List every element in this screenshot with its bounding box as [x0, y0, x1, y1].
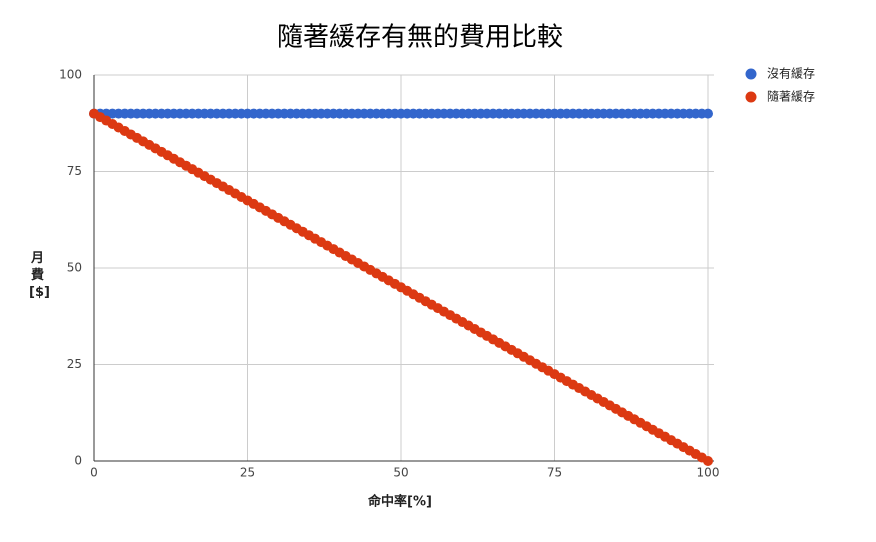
- legend-marker: [745, 68, 757, 80]
- y-tick-label: 75: [67, 164, 82, 178]
- point: [703, 456, 713, 466]
- chart-title: 隨著緩存有無的費用比較: [277, 23, 563, 53]
- x-tick-label: 0: [90, 466, 98, 480]
- x-tick-label: 25: [240, 466, 255, 480]
- legend-marker: [745, 91, 757, 103]
- x-tick-label: 75: [547, 466, 562, 480]
- y-tick-label: 0: [74, 454, 82, 468]
- y-axis-label: 月費[$]: [29, 251, 50, 300]
- point: [703, 108, 713, 119]
- legend-label: 隨著緩存: [767, 89, 815, 104]
- x-tick-label: 100: [697, 466, 720, 480]
- y-tick-label: 100: [59, 68, 82, 82]
- legend-label: 沒有緩存: [767, 67, 815, 81]
- y-tick-label: 25: [67, 357, 82, 371]
- x-axis-label: 命中率[%]: [367, 494, 432, 510]
- y-tick-label: 50: [67, 261, 82, 275]
- x-tick-label: 50: [393, 466, 408, 480]
